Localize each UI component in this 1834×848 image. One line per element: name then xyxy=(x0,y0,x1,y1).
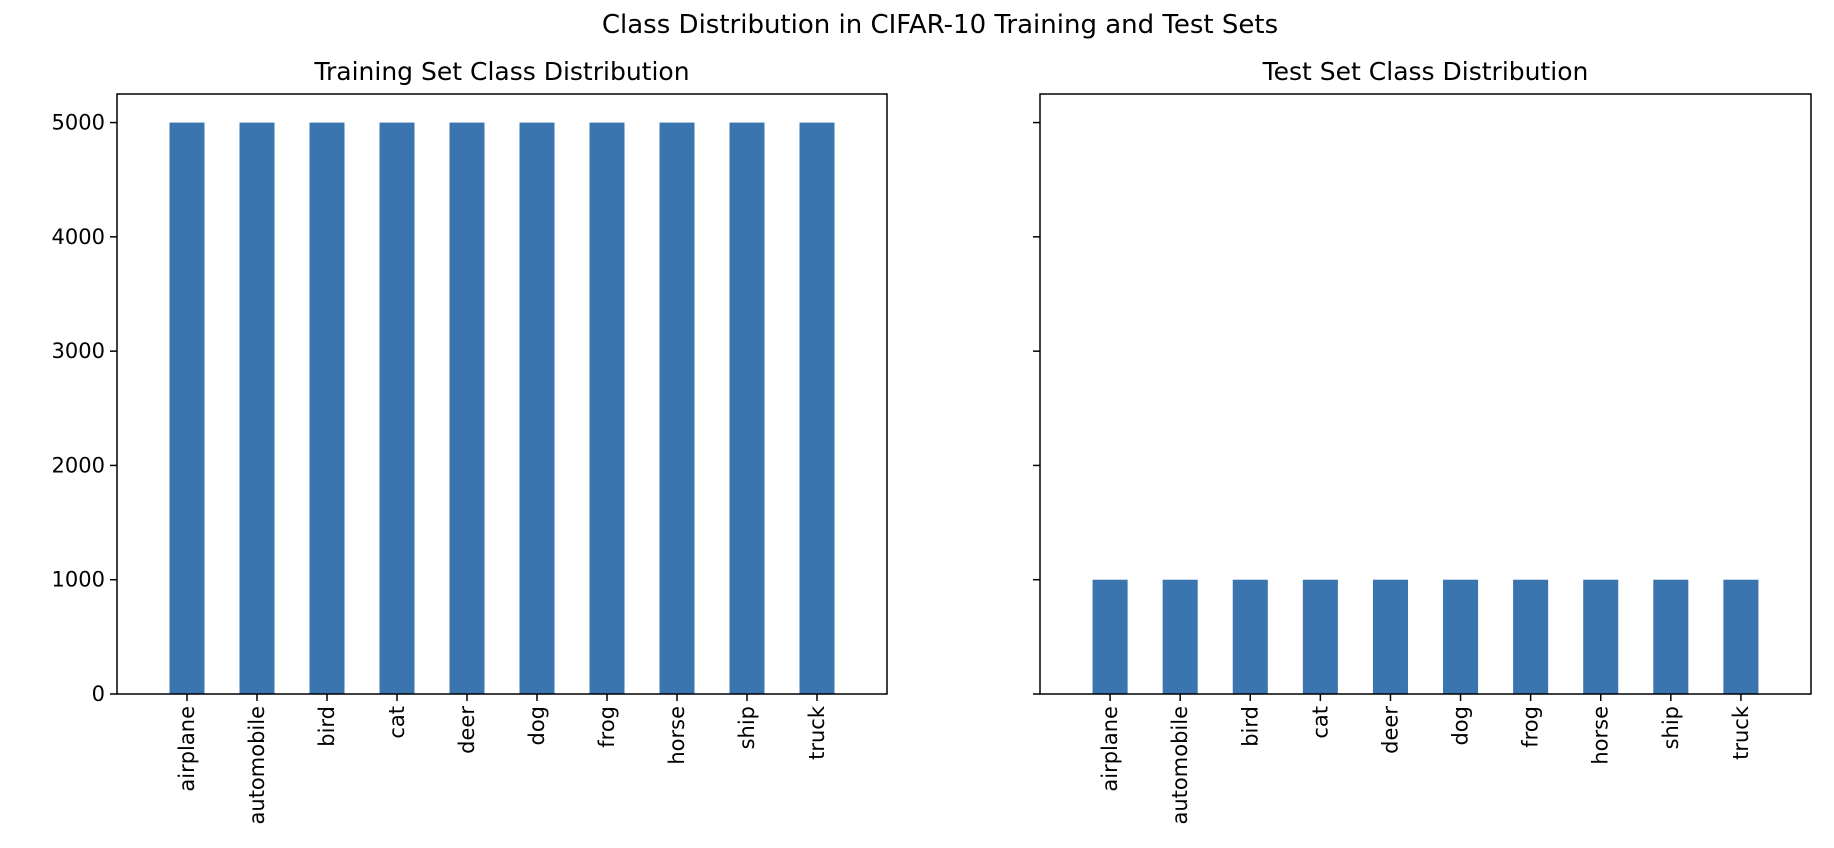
bar xyxy=(1513,579,1549,694)
bar xyxy=(729,122,765,695)
y-tick-label: 2000 xyxy=(52,453,105,477)
x-tick-label: horse xyxy=(665,706,689,765)
training-set-chart: Training Set Class Distribution 0 1000 2000… xyxy=(52,57,888,824)
test-set-chart: Test Set Class Distribution airplane autom… xyxy=(1033,57,1812,824)
y-tick-label: 0 xyxy=(92,682,105,706)
chart-title: Training Set Class Distribution xyxy=(313,57,689,86)
x-tick-label: dog xyxy=(1449,706,1473,746)
x-tick-label: ship xyxy=(735,706,759,749)
x-tick-label: bird xyxy=(1238,706,1262,747)
x-tick-label: automobile xyxy=(245,706,269,824)
x-tick-label: automobile xyxy=(1168,706,1192,824)
bar xyxy=(589,122,625,695)
x-tick-label: airplane xyxy=(175,706,199,792)
bar xyxy=(379,122,415,695)
bar xyxy=(169,122,205,695)
x-tick-label: truck xyxy=(1729,705,1753,760)
x-tick-label: frog xyxy=(595,706,619,748)
x-tick-label: cat xyxy=(385,706,409,739)
plot-frame xyxy=(1039,93,1812,695)
bar xyxy=(659,122,695,695)
x-tick-label: bird xyxy=(315,706,339,747)
bar xyxy=(1092,579,1128,694)
x-tick-label: dog xyxy=(525,706,549,746)
bar xyxy=(1302,579,1338,694)
x-tick-label: truck xyxy=(805,705,829,760)
chart-title: Test Set Class Distribution xyxy=(1262,57,1589,86)
bar xyxy=(1723,579,1759,694)
bar xyxy=(1162,579,1198,694)
bar xyxy=(1232,579,1268,694)
y-tick-label: 1000 xyxy=(52,568,105,592)
x-tick-label: frog xyxy=(1519,706,1543,748)
y-tick-label: 4000 xyxy=(52,225,105,249)
bar xyxy=(799,122,835,695)
bar xyxy=(519,122,555,695)
bar xyxy=(309,122,345,695)
bar xyxy=(1443,579,1479,694)
x-tick-label: ship xyxy=(1659,706,1683,749)
bar xyxy=(449,122,485,695)
x-tick-label: cat xyxy=(1308,706,1332,739)
x-tick-label: horse xyxy=(1589,706,1613,765)
x-tick-label: deer xyxy=(455,706,479,754)
bar xyxy=(1583,579,1619,694)
bar xyxy=(1372,579,1408,694)
bar xyxy=(239,122,275,695)
y-tick-label: 5000 xyxy=(52,111,105,135)
figure-suptitle: Class Distribution in CIFAR-10 Training … xyxy=(602,10,1278,40)
y-tick-label: 3000 xyxy=(52,339,105,363)
bar xyxy=(1653,579,1689,694)
plot-frame xyxy=(116,93,888,695)
x-tick-label: airplane xyxy=(1098,706,1122,792)
x-tick-label: deer xyxy=(1378,706,1402,754)
